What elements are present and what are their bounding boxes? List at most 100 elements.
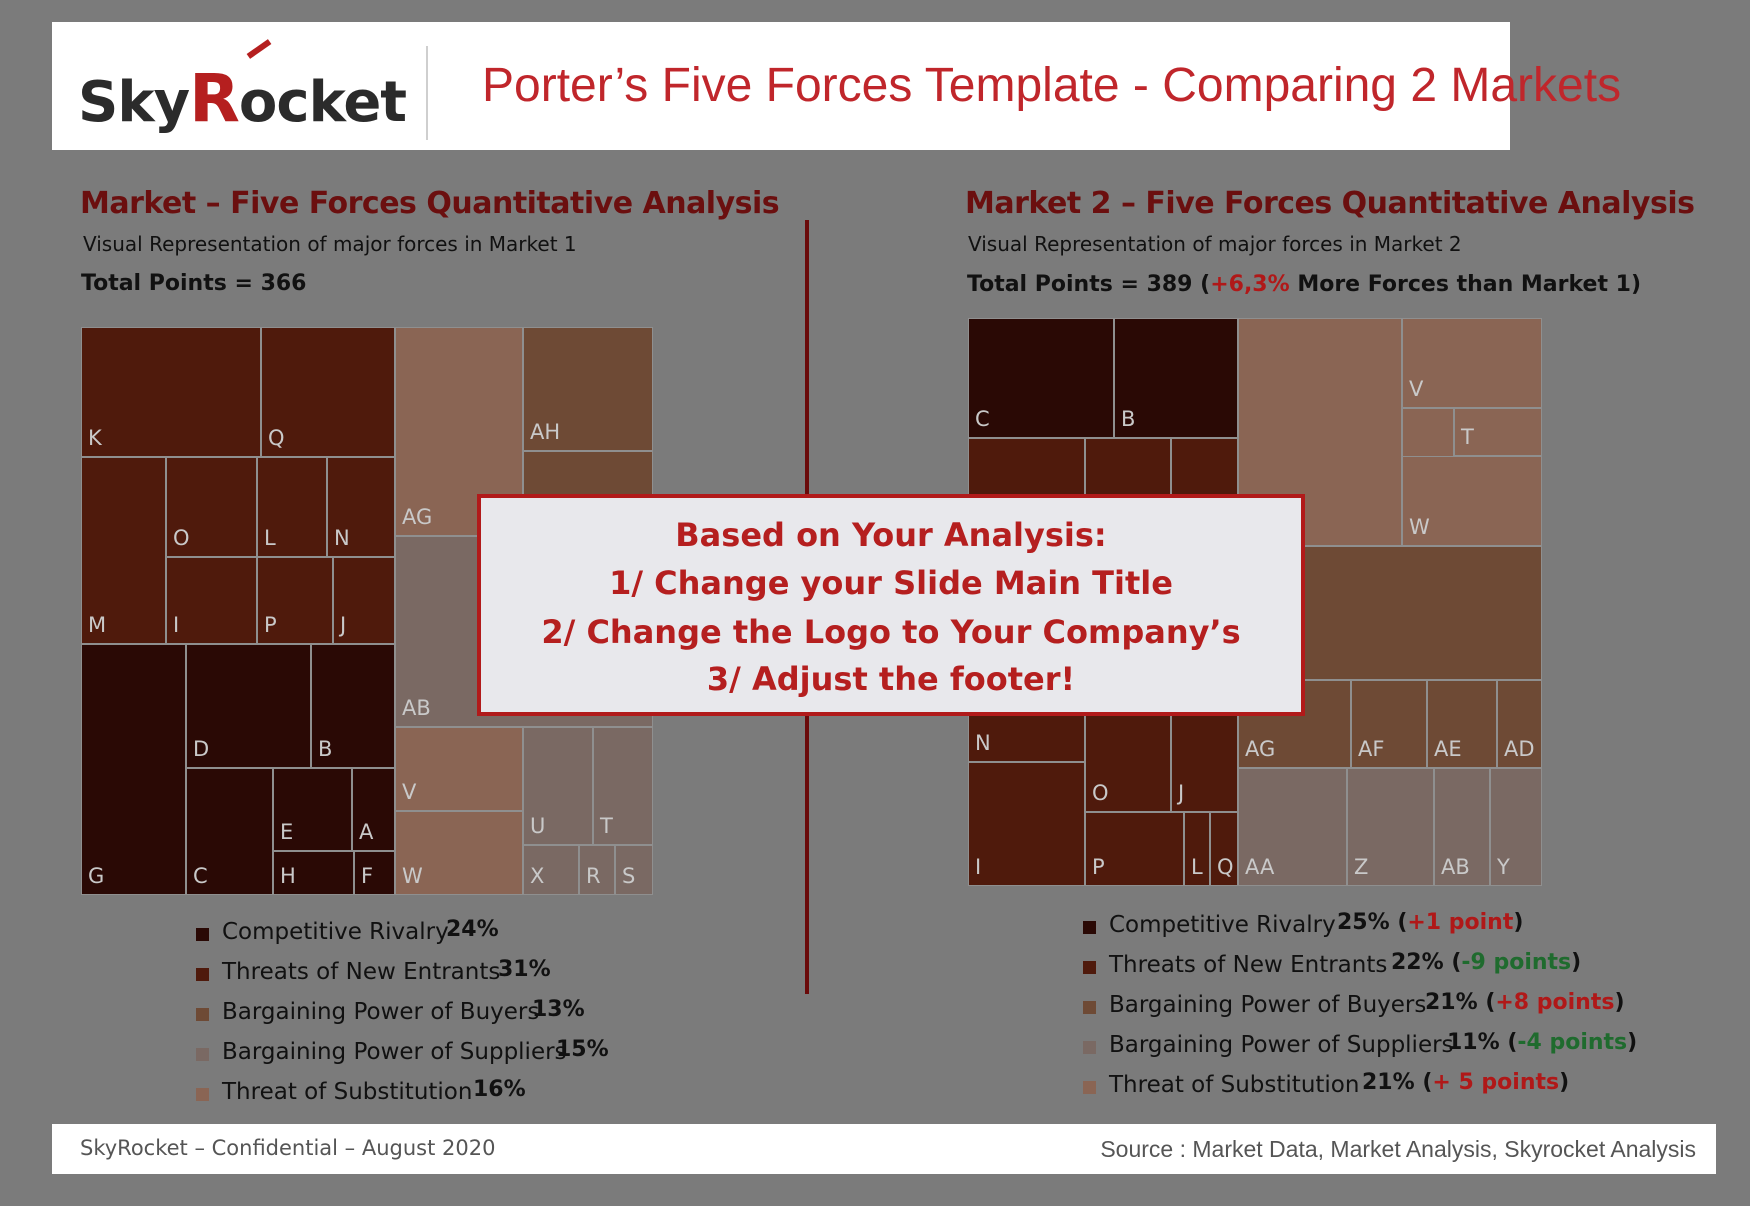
- treemap-cell-label: R: [586, 864, 601, 888]
- treemap-cell-label: N: [334, 526, 350, 550]
- treemap-cell-label: AA: [1245, 855, 1275, 879]
- callout-line-1: Based on Your Analysis:: [675, 516, 1107, 554]
- treemap-cell-q: Q: [1210, 812, 1238, 886]
- market1-subtitle: Visual Representation of major forces in…: [83, 232, 577, 256]
- treemap-cell-label: W: [1409, 515, 1430, 539]
- treemap-cell-label: AD: [1504, 737, 1535, 761]
- treemap-cell-q: Q: [261, 327, 395, 457]
- legend-value: 16%: [473, 1077, 526, 1102]
- treemap-cell-aa: AA: [1238, 768, 1347, 886]
- legend-label: Bargaining Power of Buyers: [1109, 992, 1427, 1018]
- legend-label: Competitive Rivalry: [222, 919, 449, 945]
- treemap-cell-d: D: [186, 644, 311, 768]
- legend-swatch: [1083, 921, 1096, 934]
- treemap-cell-label: K: [88, 426, 102, 450]
- treemap-cell-label: X: [530, 864, 545, 888]
- treemap-cell-t: T: [1454, 408, 1542, 456]
- treemap-cell-af: AF: [1351, 680, 1427, 768]
- logo-accent-mark: [246, 39, 272, 59]
- treemap-cell-label: O: [173, 526, 190, 550]
- legend-value: 15%: [556, 1037, 609, 1062]
- legend-label: Threat of Substitution: [1109, 1072, 1360, 1098]
- treemap-cell-label: J: [340, 613, 347, 637]
- instruction-callout: Based on Your Analysis: 1/ Change your S…: [477, 494, 1305, 716]
- legend-swatch: [1083, 1001, 1096, 1014]
- footer-bar: SkyRocket – Confidential – August 2020 S…: [52, 1124, 1716, 1174]
- legend-value: 25% (+1 point): [1337, 910, 1524, 935]
- treemap-cell-x: X: [523, 845, 579, 895]
- treemap-cell-label: B: [1121, 407, 1136, 431]
- treemap-cell-l: L: [1184, 812, 1210, 886]
- market2-total: Total Points = 389 (+6,3% More Forces th…: [967, 272, 1642, 297]
- treemap-cell-m: M: [81, 457, 166, 644]
- legend-value: 21% (+8 points): [1425, 990, 1625, 1015]
- callout-line-4: 3/ Adjust the footer!: [706, 660, 1076, 698]
- treemap-cell-n: N: [327, 457, 395, 557]
- treemap-cell-label: A: [359, 820, 374, 844]
- treemap-cell-y: Y: [1490, 768, 1542, 886]
- treemap-cell-label: T: [1461, 425, 1474, 449]
- treemap-cell-label: O: [1092, 781, 1109, 805]
- legend-swatch: [196, 1088, 209, 1101]
- treemap-cell-label: AB: [402, 696, 431, 720]
- legend-swatch: [196, 928, 209, 941]
- treemap-cell-label: H: [280, 864, 296, 888]
- treemap-cell-label: L: [264, 526, 276, 550]
- treemap-cell-t: T: [593, 727, 653, 845]
- treemap-cell-z: Z: [1347, 768, 1434, 886]
- legend-value: 11% (-4 points): [1447, 1030, 1638, 1055]
- slide-title: Porter’s Five Forces Template - Comparin…: [482, 59, 1622, 112]
- treemap-cell-label: P: [1092, 855, 1105, 879]
- legend-delta: +8 points: [1495, 990, 1615, 1015]
- treemap-cell-r: R: [579, 845, 615, 895]
- treemap-cell-v: V: [1402, 318, 1542, 408]
- skyrocket-logo[interactable]: SkyRocket: [78, 39, 407, 142]
- treemap-cell-o: O: [166, 457, 257, 557]
- treemap-cell-h: H: [273, 851, 354, 895]
- treemap-cell-e: E: [273, 768, 352, 851]
- treemap-cell-label: B: [318, 737, 333, 761]
- legend-delta: -9 points: [1461, 950, 1572, 975]
- treemap-cell-label: AG: [1245, 737, 1276, 761]
- treemap-cell-label: S: [622, 864, 636, 888]
- callout-line-2: 1/ Change your Slide Main Title: [609, 564, 1173, 602]
- legend-label: Bargaining Power of Suppliers: [1109, 1032, 1454, 1058]
- treemap-cell-label: I: [173, 613, 180, 637]
- legend-label: Threats of New Entrants: [222, 959, 501, 985]
- market2-subtitle: Visual Representation of major forces in…: [968, 232, 1462, 256]
- treemap-cell-c: C: [186, 768, 273, 895]
- treemap-cell-ad: AD: [1497, 680, 1542, 768]
- legend-value: 13%: [532, 997, 585, 1022]
- treemap-cell-label: E: [280, 820, 294, 844]
- treemap-cell-label: D: [193, 737, 210, 761]
- treemap-cell-label: AB: [1441, 855, 1470, 879]
- header-divider: [426, 46, 428, 140]
- treemap-cell-v: V: [395, 727, 523, 811]
- legend-swatch: [1083, 1041, 1096, 1054]
- legend-label: Bargaining Power of Suppliers: [222, 1039, 567, 1065]
- legend-delta: +1 point: [1407, 910, 1514, 935]
- treemap-cell-i: I: [968, 762, 1085, 886]
- treemap-cell-l: L: [257, 457, 327, 557]
- treemap-cell-label: Q: [1217, 855, 1234, 879]
- treemap-cell-c: C: [968, 318, 1114, 438]
- legend-swatch: [196, 1048, 209, 1061]
- treemap-cell-label: Z: [1354, 855, 1369, 879]
- treemap-cell-b: B: [311, 644, 395, 768]
- treemap-cell-label: V: [1409, 377, 1424, 401]
- treemap-cell-label: Q: [268, 426, 285, 450]
- treemap-cell-label: W: [402, 864, 423, 888]
- treemap-cell-w: W: [395, 811, 523, 895]
- treemap-cell-label: U: [530, 814, 546, 838]
- legend-label: Threats of New Entrants: [1109, 952, 1388, 978]
- treemap-cell-p: P: [1085, 812, 1184, 886]
- market2-title: Market 2 – Five Forces Quantitative Anal…: [965, 186, 1695, 221]
- treemap-cell-label: AF: [1358, 737, 1385, 761]
- treemap-cell-a: A: [352, 768, 395, 851]
- legend-label: Bargaining Power of Buyers: [222, 999, 540, 1025]
- treemap-cell-p: P: [257, 557, 333, 644]
- legend-value: 24%: [446, 917, 499, 942]
- legend-swatch: [1083, 961, 1096, 974]
- treemap-cell-g: G: [81, 644, 186, 895]
- treemap-cell-label: M: [88, 613, 107, 637]
